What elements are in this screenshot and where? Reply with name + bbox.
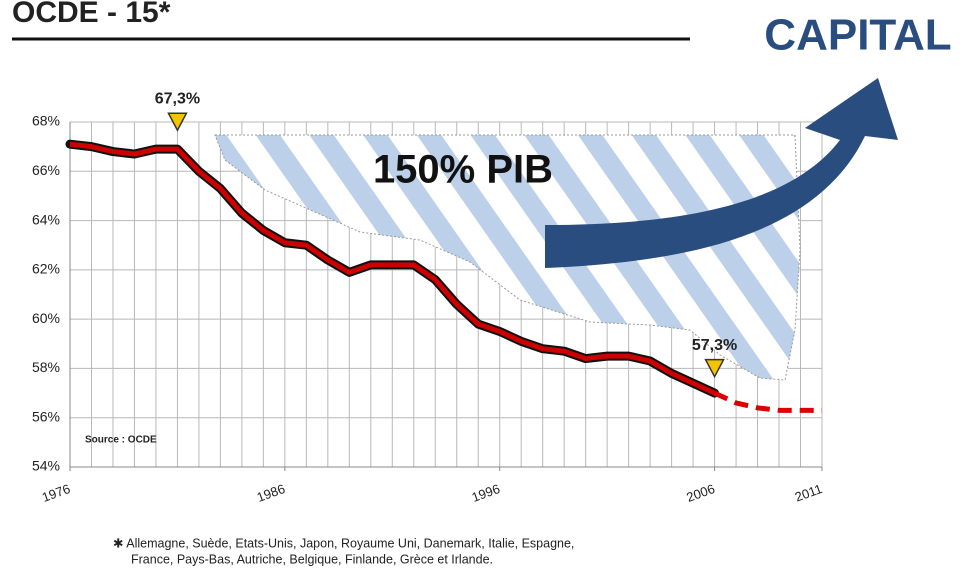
x-tick-label: 2006 [684, 481, 716, 505]
y-tick-label: 54% [32, 458, 60, 474]
line [715, 393, 822, 410]
footnote: France, Pays-Bas, Autriche, Belgique, Fi… [131, 552, 493, 566]
chart: OCDE - 15* CAPITAL 54% 56% 58% 60% 62% 64% 66%… [0, 0, 963, 569]
y-tick-label: 60% [32, 310, 60, 326]
x-tick-label: 1996 [470, 481, 502, 505]
annotation-label: 57,3% [692, 337, 737, 354]
x-tick-label: 1986 [255, 481, 287, 505]
y-tick-label: 62% [32, 261, 60, 277]
footnote: ✱ Allemagne, Suède, Etats-Unis, Japon, R… [113, 536, 574, 550]
y-tick-label: 68% [32, 113, 60, 129]
y-tick-label: 58% [32, 359, 60, 375]
source: Source : OCDE [85, 435, 157, 446]
x-tick-label: 1976 [40, 481, 72, 505]
chart-title: OCDE - 15* [12, 0, 171, 29]
brand: CAPITAL [764, 11, 951, 60]
x-tick-label: 2011 [793, 481, 824, 505]
y-tick-label: 56% [32, 408, 60, 424]
annotation-label: 67,3% [155, 90, 200, 107]
y-tick-label: 66% [32, 162, 60, 178]
area-label: 150% PIB [373, 148, 553, 192]
y-tick-label: 64% [32, 211, 60, 227]
